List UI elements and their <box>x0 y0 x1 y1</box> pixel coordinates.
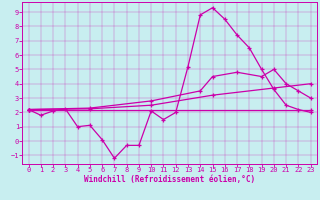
X-axis label: Windchill (Refroidissement éolien,°C): Windchill (Refroidissement éolien,°C) <box>84 175 255 184</box>
